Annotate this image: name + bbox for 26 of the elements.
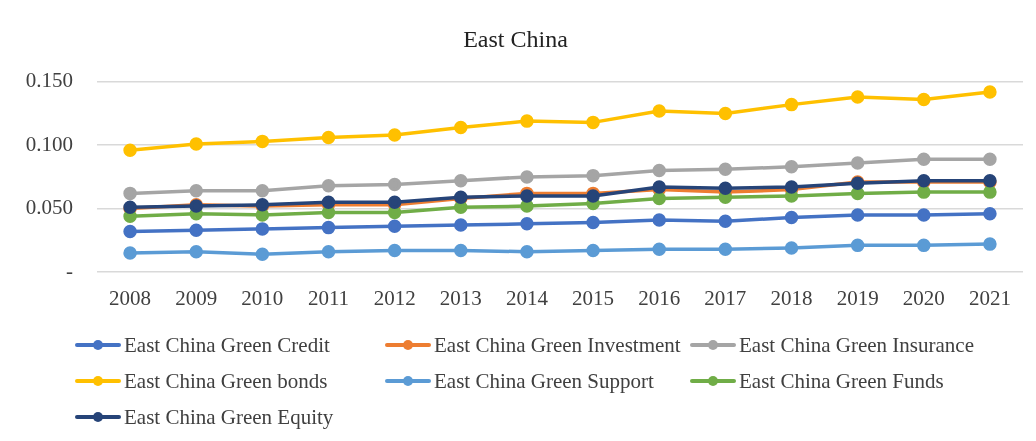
x-tick-label: 2008 xyxy=(109,286,152,311)
legend-label: East China Green Support xyxy=(434,368,654,394)
x-tick-label: 2011 xyxy=(307,286,350,311)
x-tick-label: 2018 xyxy=(770,286,813,311)
x-tick-label: 2014 xyxy=(505,286,549,311)
x-tick-label: 2016 xyxy=(638,286,681,311)
x-tick-label: 2010 xyxy=(241,286,284,311)
x-tick-label: 2017 xyxy=(704,286,747,311)
legend-label: East China Green Insurance xyxy=(739,332,974,358)
legend-label: East China Green Equity xyxy=(124,404,334,430)
legend-label: East China Green Funds xyxy=(739,368,944,394)
legend-label: East China Green bonds xyxy=(124,368,328,394)
x-tick-label: 2019 xyxy=(836,286,879,311)
x-tick-label: 2009 xyxy=(175,286,218,311)
x-tick-label: 2021 xyxy=(968,286,1011,311)
y-tick-label: 0.150 xyxy=(25,68,73,93)
legend-label: East China Green Credit xyxy=(124,332,330,358)
y-tick-label: 0.050 xyxy=(25,195,73,220)
chart-title: East China xyxy=(463,25,569,52)
x-tick-label: 2015 xyxy=(572,286,615,311)
y-tick-label: 0.100 xyxy=(25,131,73,156)
x-tick-label: 2020 xyxy=(902,286,945,311)
y-tick-label: - xyxy=(66,258,73,283)
legend-label: East China Green Investment xyxy=(434,332,681,358)
x-tick-label: 2012 xyxy=(373,286,416,311)
x-tick-label: 2013 xyxy=(439,286,482,311)
